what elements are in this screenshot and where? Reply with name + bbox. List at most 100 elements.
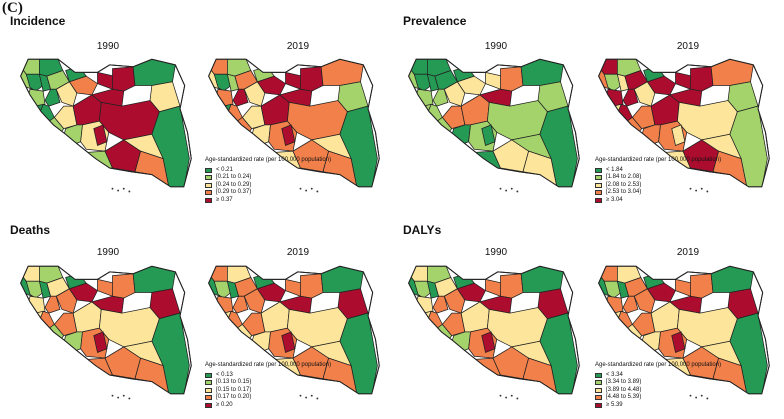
iran-province-map: [20, 58, 192, 193]
province-region: [443, 81, 466, 107]
legend-swatch: [205, 372, 212, 378]
legend-label: ≥ 0.37: [216, 196, 233, 203]
legend-swatch: [205, 402, 212, 408]
legend-label: [0.21 to 0.24): [216, 174, 252, 180]
island-marker: [695, 189, 698, 192]
island-marker: [299, 187, 302, 190]
province-region: [44, 88, 61, 107]
country-border: [208, 265, 380, 395]
year-label-1990: 1990: [484, 247, 508, 258]
year-label-2019: 2019: [286, 41, 310, 52]
province-region: [279, 88, 313, 107]
legend-label: [2.53 to 3.04): [606, 189, 642, 195]
country-border: [408, 58, 580, 188]
province-region: [500, 273, 524, 299]
island-marker: [111, 394, 114, 397]
legend-swatch: [595, 175, 602, 181]
province-region: [25, 73, 44, 92]
figure-label: (C): [2, 0, 23, 16]
legend-item: [0.29 to 0.37): [205, 189, 331, 197]
legend-swatch: [595, 387, 602, 393]
panel-title-dalys: DALYs: [403, 223, 442, 237]
island-marker: [516, 397, 519, 400]
iran-province-map: [208, 58, 380, 193]
panel-title-incidence: Incidence: [10, 14, 66, 28]
legend-item: ≥ 0.20: [205, 402, 331, 410]
legend-item: [3.34 to 3.89): [595, 379, 721, 387]
year-label-2019: 2019: [676, 247, 700, 258]
legend-label: [2.08 to 2.53): [606, 181, 642, 188]
island-marker: [117, 189, 120, 192]
province-region: [443, 288, 466, 314]
island-marker: [505, 189, 508, 192]
island-marker: [510, 187, 513, 190]
province-region: [215, 88, 234, 107]
country-border: [20, 58, 192, 188]
legend-item: ≥ 3.04: [595, 197, 721, 205]
legend-swatch: [205, 380, 212, 386]
island-marker: [316, 397, 319, 400]
island-marker: [122, 394, 125, 397]
iran-province-map: [408, 265, 580, 400]
province-region: [232, 88, 249, 107]
province-region: [622, 295, 639, 314]
country-border: [20, 265, 192, 395]
legend-swatch: [205, 190, 212, 196]
province-region: [300, 273, 324, 299]
panel-title-prevalence: Prevalence: [403, 14, 467, 28]
country-border: [408, 265, 580, 395]
year-label-1990: 1990: [96, 247, 120, 258]
map-legend: Age-standardized rate (per 100,000 popul…: [205, 157, 331, 204]
province-region: [112, 273, 136, 299]
legend-swatch: [595, 395, 602, 401]
legend-item: ≥ 5.39: [595, 402, 721, 410]
island-marker: [505, 396, 508, 399]
province-region: [44, 295, 61, 314]
province-region: [112, 66, 136, 92]
province-region: [279, 295, 313, 314]
province-region: [622, 88, 639, 107]
province-region: [55, 81, 78, 107]
legend-item: [2.53 to 3.04): [595, 189, 721, 197]
province-region: [669, 295, 703, 314]
legend-item: [0.13 to 0.15): [205, 379, 331, 387]
province-region: [281, 124, 296, 147]
province-region: [93, 124, 108, 147]
province-region: [481, 331, 496, 354]
legend-swatch: [205, 395, 212, 401]
legend-label: < 0.21: [216, 166, 233, 173]
iran-province-map: [598, 58, 770, 193]
island-marker: [695, 396, 698, 399]
province-region: [633, 288, 656, 314]
legend-item: [0.21 to 0.24): [205, 174, 331, 182]
province-region: [413, 73, 432, 92]
province-region: [479, 88, 513, 107]
province-region: [93, 331, 108, 354]
province-region: [605, 88, 624, 107]
province-region: [27, 88, 46, 107]
iran-province-map: [598, 265, 770, 400]
legend-label: < 3.34: [606, 371, 623, 378]
island-marker: [117, 396, 120, 399]
province-region: [243, 288, 266, 314]
legend-item: ≥ 0.37: [205, 197, 331, 205]
legend-label: [3.34 to 3.89): [606, 379, 642, 385]
legend-label: [0.29 to 0.37): [216, 189, 252, 195]
legend-swatch: [595, 380, 602, 386]
island-marker: [111, 187, 114, 190]
island-marker: [128, 397, 131, 400]
province-region: [479, 295, 513, 314]
legend-item: [0.24 to 0.29): [205, 182, 331, 190]
legend-label: [0.17 to 0.20): [216, 394, 252, 400]
province-region: [232, 295, 249, 314]
province-region: [27, 295, 46, 314]
legend-title: Age-standardized rate (per 100,000 popul…: [595, 157, 722, 163]
island-marker: [316, 190, 319, 193]
legend-label: < 0.13: [216, 371, 233, 378]
province-region: [500, 66, 524, 92]
legend-title: Age-standardized rate (per 100,000 popul…: [205, 362, 332, 368]
legend-swatch: [595, 167, 602, 173]
legend-swatch: [205, 175, 212, 181]
island-marker: [700, 394, 703, 397]
legend-swatch: [595, 372, 602, 378]
